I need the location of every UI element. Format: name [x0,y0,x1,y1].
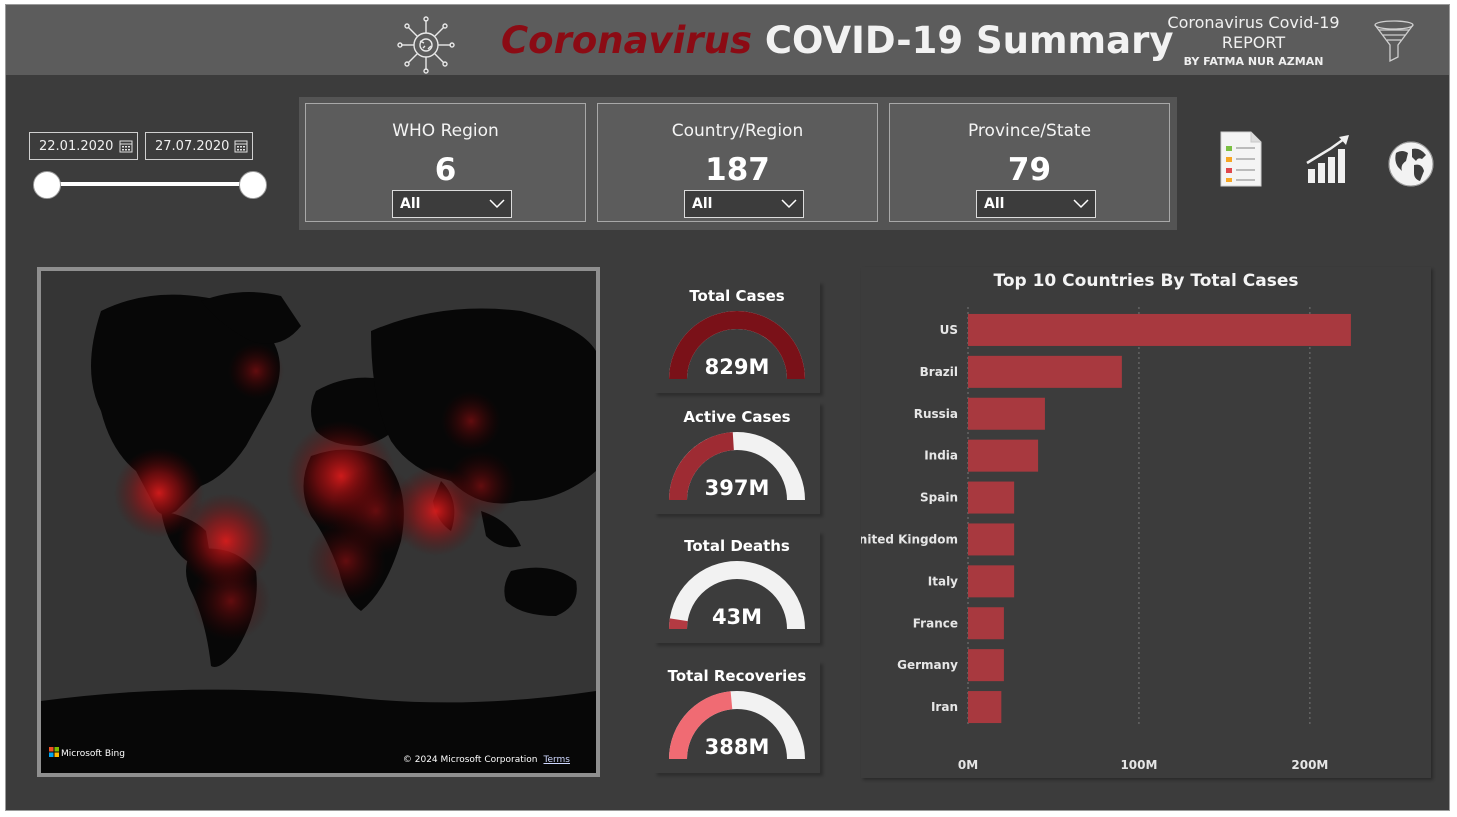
funnel-filter-icon[interactable] [1373,19,1415,65]
gauge-title: Total Cases [689,287,785,305]
who-region-dropdown[interactable]: All [392,190,512,218]
chevron-down-icon [489,199,505,209]
gauge-value: 388M [704,735,770,759]
terms-link[interactable]: Terms [543,755,570,765]
bar[interactable] [968,607,1004,640]
kpi-value: 79 [1007,152,1052,188]
gauge-arc [669,561,805,629]
y-category-label: Italy [928,574,958,588]
gauge-title: Total Recoveries [667,667,807,685]
dashboard-frame: Coronavirus COVID-19 Summary Coronavirus… [5,4,1450,811]
gauge-fill [669,311,805,379]
page-title: Coronavirus COVID-19 Summary [501,19,1173,62]
growth-chart-icon[interactable] [1304,133,1354,185]
gauge-title: Total Deaths [684,537,790,555]
report-title-line1: Coronavirus Covid-19 [1167,13,1340,32]
chart-title: Top 10 Countries By Total Cases [993,271,1299,291]
kpi-label: Country/Region [671,121,804,141]
province-state-dropdown[interactable]: All [976,190,1096,218]
gauge-arc [669,691,805,759]
start-date-value: 22.01.2020 [39,139,114,154]
dropdown-selected: All [400,196,421,212]
world-map-canvas [41,271,596,773]
end-date-input[interactable]: 27.07.2020 [145,132,253,160]
start-date-input[interactable]: 22.01.2020 [29,132,138,160]
kpi-value: 187 [705,152,770,188]
y-category-label: Germany [897,658,958,672]
chevron-down-icon [781,199,797,209]
kpi-value: 6 [434,152,457,188]
gauge-fill [669,432,735,500]
title-summary: COVID-19 Summary [764,19,1174,62]
kpi-panel: WHO Region 6 All Country/Region 187 All … [299,97,1177,230]
gauge-value: 829M [704,355,770,379]
gauge-total-deaths: Total Deaths 43M [654,531,820,643]
report-label: Coronavirus Covid-19 REPORT BY FATMA NUR… [1156,13,1351,71]
bar[interactable] [968,649,1004,682]
kpi-card-country-region: Country/Region 187 All [597,103,878,222]
bing-label: Microsoft Bing [61,749,125,759]
gauge-fill [669,691,733,759]
bar[interactable] [968,565,1015,598]
globe-icon[interactable] [1386,139,1436,189]
top-countries-chart: Top 10 Countries By Total Cases 0M 100M 20… [849,267,1431,778]
gauge-track [669,561,805,629]
gauge-arc [669,432,805,500]
y-category-label: Brazil [920,365,958,379]
x-tick-label: 0M [958,758,978,772]
gauge-fill [669,618,688,629]
bar[interactable] [968,481,1015,514]
date-range-start-handle[interactable] [33,171,61,199]
dropdown-selected: All [692,196,713,212]
bar[interactable] [968,355,1122,388]
map-attribution: Microsoft Bing [49,747,125,759]
gauge-total-recoveries: Total Recoveries 388M [654,661,820,773]
y-category-label: India [924,449,958,463]
date-range-end-handle[interactable] [239,171,267,199]
x-tick-label: 200M [1291,758,1328,772]
copyright-text: © 2024 Microsoft Corporation [402,755,538,765]
gauge-value: 397M [704,476,770,500]
y-category-label: France [913,616,958,630]
bar[interactable] [968,691,1002,724]
world-map[interactable]: Microsoft Bing © 2024 Microsoft Corporat… [37,267,600,777]
report-page-icon[interactable] [1219,130,1263,188]
kpi-card-who-region: WHO Region 6 All [305,103,586,222]
gauge-value: 43M [711,605,763,629]
calendar-icon[interactable] [119,139,133,153]
y-category-label: Spain [920,491,958,505]
gauge-total-cases: Total Cases 829M [654,281,820,393]
gauge-title: Active Cases [683,408,791,426]
end-date-value: 27.07.2020 [155,139,230,154]
dropdown-selected: All [984,196,1005,212]
report-title-line2: REPORT [1221,33,1286,52]
kpi-label: Province/State [967,121,1092,141]
gauge-arc [669,311,805,379]
microsoft-logo-icon [49,747,59,757]
bar[interactable] [968,397,1045,430]
title-coronavirus: Coronavirus [501,19,752,62]
chevron-down-icon [1073,199,1089,209]
bar-chart-canvas: 0M 100M 200M US Brazil Russia India Spain United… [849,307,1351,772]
bar[interactable] [968,313,1351,346]
date-range-track[interactable] [46,182,251,186]
country-region-dropdown[interactable]: All [684,190,804,218]
kpi-card-province-state: Province/State 79 All [889,103,1170,222]
map-copyright: © 2024 Microsoft Corporation Terms [403,755,570,765]
x-tick-label: 100M [1120,758,1157,772]
virus-icon [397,16,455,74]
y-category-label: Iran [931,700,958,714]
report-author: BY FATMA NUR AZMAN [1183,55,1324,68]
y-category-label: Russia [914,407,958,421]
gauge-active-cases: Active Cases 397M [654,402,820,514]
y-category-label: US [940,323,958,337]
bar[interactable] [968,523,1015,556]
bar[interactable] [968,439,1039,472]
y-category-label: United Kingdom [861,532,958,546]
kpi-label: WHO Region [392,121,499,141]
header-bar: Coronavirus COVID-19 Summary Coronavirus… [6,5,1449,75]
calendar-icon[interactable] [234,139,248,153]
